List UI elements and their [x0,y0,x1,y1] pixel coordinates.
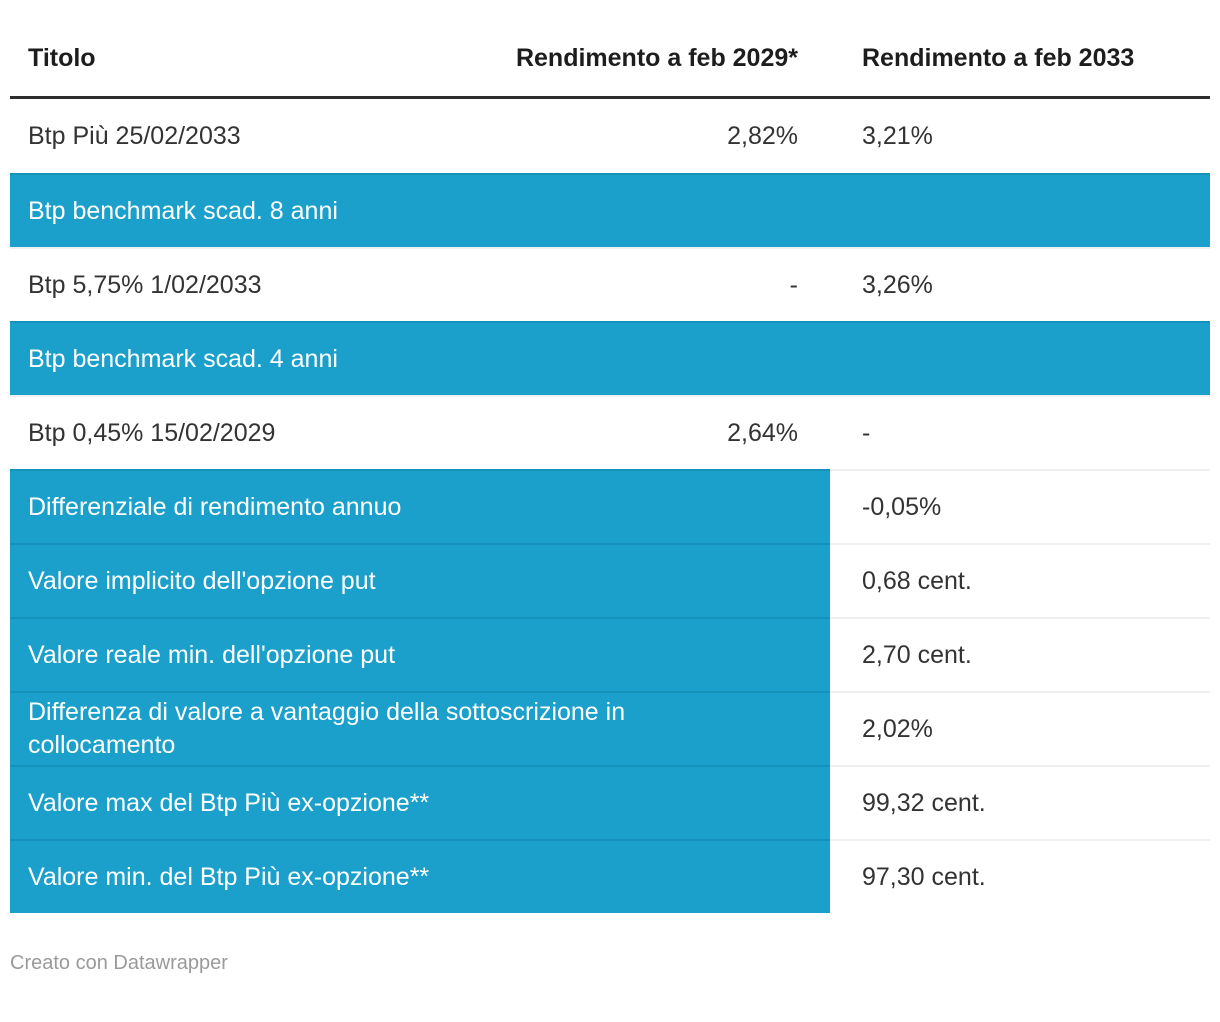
metric-row-label: Valore max del Btp Più ex-opzione** [10,765,830,839]
column-header-2033: Rendimento a feb 2033 [830,20,1210,99]
metric-row-label: Valore min. del Btp Più ex-opzione** [10,839,830,913]
metric-row-label: Valore reale min. dell'opzione put [10,617,830,691]
datawrapper-credit-link[interactable]: Creato con Datawrapper [10,952,228,974]
metric-row-value: 2,70 cent. [830,617,1210,691]
metric-label-text: Valore reale min. dell'opzione put [28,640,396,669]
metric-row-value: 97,30 cent. [830,839,1210,913]
cell-rend-2029: - [460,247,830,321]
metric-row-value: 2,02% [830,691,1210,765]
metric-row-label: Valore implicito dell'opzione put [10,543,830,617]
cell-rend-2029: 2,82% [460,99,830,173]
cell-titolo: Btp Più 25/02/2033 [10,99,460,173]
column-header-titolo: Titolo [10,20,460,99]
metric-label-text: Differenza di valore a vantaggio della s… [28,698,626,759]
cell-titolo: Btp 5,75% 1/02/2033 [10,247,460,321]
table: Titolo Rendimento a feb 2029* Rendimento a… [10,20,1210,913]
section-row-label: Btp benchmark scad. 8 anni [10,173,1210,247]
metric-row-label: Differenziale di rendimento annuo [10,469,830,543]
metric-label-text: Differenziale di rendimento annuo [28,492,402,521]
metric-row-label: Differenza di valore a vantaggio della s… [10,691,830,765]
section-row-label: Btp benchmark scad. 4 anni [10,321,1210,395]
cell-rend-2033: 3,26% [830,247,1210,321]
footer: Creato con Datawrapper [10,951,1210,975]
metric-row-value: -0,05% [830,469,1210,543]
metric-label-text: Valore min. del Btp Più ex-opzione** [28,862,430,891]
cell-rend-2029: 2,64% [460,395,830,469]
metric-label-text: Valore max del Btp Più ex-opzione** [28,788,430,817]
metric-row-value: 99,32 cent. [830,765,1210,839]
cell-rend-2033: 3,21% [830,99,1210,173]
cell-rend-2033: - [830,395,1210,469]
metric-row-value: 0,68 cent. [830,543,1210,617]
cell-titolo: Btp 0,45% 15/02/2029 [10,395,460,469]
column-header-2029: Rendimento a feb 2029* [460,20,830,99]
metric-label-text: Valore implicito dell'opzione put [28,566,376,595]
